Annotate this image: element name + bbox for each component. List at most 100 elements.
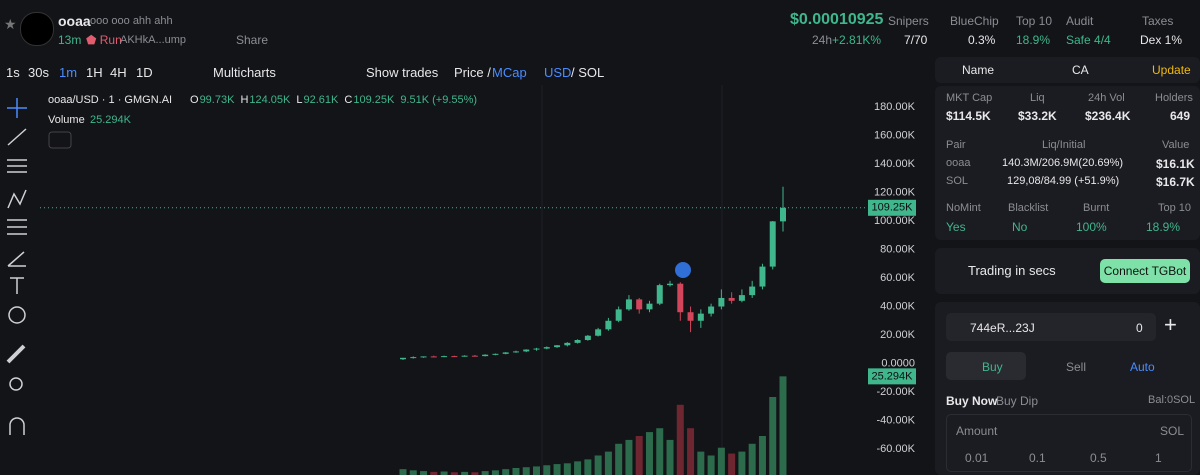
buy-dip[interactable]: Buy Dip <box>996 394 1039 408</box>
stat-label: Top 10 <box>1016 14 1053 28</box>
volume-bar <box>697 451 705 475</box>
preset[interactable]: 1 <box>1155 451 1162 465</box>
address[interactable]: AKHkA...ump <box>120 34 187 46</box>
volume-title: Volume <box>48 114 85 126</box>
volume-bar <box>738 451 746 475</box>
volume-bar <box>748 443 756 475</box>
mode[interactable]: Auto <box>1130 360 1155 374</box>
candle-body <box>779 207 786 222</box>
fib-tool[interactable] <box>7 219 27 235</box>
candle-body <box>502 352 509 354</box>
preset[interactable]: 0.1 <box>1029 451 1046 465</box>
price: $0.00010925 <box>790 11 884 28</box>
mode[interactable]: Sell <box>1066 360 1087 374</box>
candle-body <box>574 340 581 343</box>
multicharts[interactable]: Multicharts <box>213 65 276 80</box>
metric-label: Holders <box>1155 92 1193 104</box>
candle-body <box>533 348 540 350</box>
flag-label: NoMint <box>946 202 981 214</box>
preset[interactable]: 0.01 <box>965 451 989 465</box>
candle-body <box>512 351 519 353</box>
volume-bar <box>533 466 541 475</box>
star-icon[interactable]: ★ <box>4 16 17 32</box>
flag-value: No <box>1012 220 1028 234</box>
volume-bar <box>779 376 787 475</box>
add-wallet[interactable]: + <box>1164 312 1177 337</box>
interval[interactable]: 1D <box>136 65 153 80</box>
mcap-toggle[interactable]: MCap <box>492 65 527 80</box>
flag-label: Top 10 <box>1158 202 1192 214</box>
channel-tool[interactable] <box>7 159 27 173</box>
pattern-tool[interactable] <box>7 189 27 209</box>
candle-body <box>523 349 530 352</box>
candle-body <box>441 356 448 358</box>
interval[interactable]: 1H <box>86 65 103 80</box>
flag-value: 100% <box>1076 220 1107 234</box>
legend-value: 109.25K <box>353 94 395 106</box>
candle-body <box>595 329 602 336</box>
tab[interactable]: Name <box>962 63 995 77</box>
legend-label: L <box>296 94 302 106</box>
volume-bar <box>717 447 725 475</box>
y-tick-label: -40.00K <box>876 414 915 426</box>
pair-cell: 140.3M/206.9M(20.69%) <box>1002 157 1124 169</box>
info-card <box>935 86 1200 240</box>
interval[interactable]: 1m <box>59 65 78 80</box>
tab[interactable]: CA <box>1072 63 1089 77</box>
candle-body <box>605 320 612 330</box>
usd-toggle[interactable]: USD <box>544 65 572 80</box>
change-period: 24h <box>812 33 833 47</box>
y-tick-label: 60.00K <box>880 272 916 284</box>
volume-value: 25.294K <box>90 114 132 126</box>
flag-value: Yes <box>946 220 966 234</box>
y-tick-label: 180.00K <box>874 101 916 113</box>
interval[interactable]: 1s <box>6 65 20 80</box>
volume-bar <box>512 467 520 475</box>
metric-value: 649 <box>1170 109 1191 123</box>
line-tool[interactable] <box>7 128 27 146</box>
collapse-button[interactable] <box>48 131 72 149</box>
candle-body <box>584 335 591 341</box>
tab[interactable]: Update <box>1152 63 1191 77</box>
mode[interactable]: Buy <box>982 360 1003 374</box>
y-tick-label: 160.00K <box>874 129 916 141</box>
wallet: 744eR...23J <box>970 321 1035 335</box>
ruler-tool[interactable] <box>6 344 26 364</box>
wallet-select[interactable] <box>946 313 1156 341</box>
volume-bar <box>481 471 489 475</box>
magnet-tool[interactable] <box>9 417 25 435</box>
interval[interactable]: 30s <box>28 65 49 80</box>
emoji-tool[interactable] <box>8 306 26 324</box>
metric-value: $33.2K <box>1018 109 1057 123</box>
volume-bar <box>574 461 582 475</box>
candle-body <box>543 347 550 349</box>
interval[interactable]: 4H <box>110 65 127 80</box>
brush-tool[interactable] <box>7 251 26 267</box>
price-toggle[interactable]: Price / <box>454 65 491 80</box>
token-avatar <box>20 12 54 46</box>
y-tick-label: -20.00K <box>876 386 915 398</box>
pair-cell: 129,08/84.99 (+51.9%) <box>1007 175 1120 187</box>
preset[interactable]: 0.5 <box>1090 451 1107 465</box>
legend-label: C <box>344 94 352 106</box>
connect-button[interactable]: Connect TGBot <box>1100 259 1190 283</box>
zoom-tool[interactable] <box>9 377 23 391</box>
trading-text: Trading in secs <box>968 263 1056 278</box>
token-name: ooaa <box>58 13 91 29</box>
show-trades[interactable]: Show trades <box>366 65 439 80</box>
candle-body <box>677 283 684 313</box>
metric-label: 24h Vol <box>1088 92 1125 104</box>
candle-body <box>471 355 478 357</box>
candle-body <box>749 286 756 296</box>
sol-toggle[interactable]: / SOL <box>571 65 605 80</box>
text-tool[interactable] <box>10 277 24 294</box>
share[interactable]: Share <box>236 33 269 47</box>
cursor-tool[interactable] <box>7 98 27 118</box>
last-price-tag-bg <box>868 199 916 216</box>
amount-box[interactable] <box>946 414 1192 472</box>
metric-value: $236.4K <box>1085 109 1131 123</box>
volume-tag: 25.294K <box>872 370 914 382</box>
buy-now[interactable]: Buy Now <box>946 394 998 408</box>
candle-body <box>554 345 561 348</box>
